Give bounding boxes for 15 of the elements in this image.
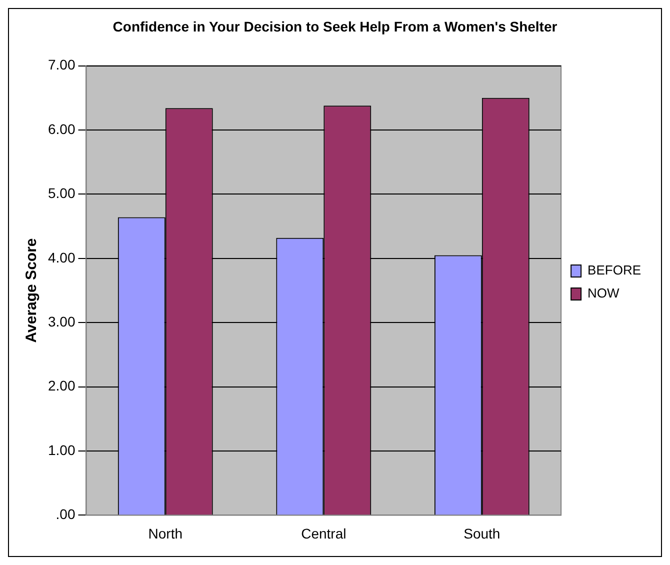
y-tick-label: 5.00 xyxy=(48,185,76,202)
x-tick-label: North xyxy=(148,525,182,542)
y-axis-title: Average Score xyxy=(23,238,40,343)
y-tick-label: .00 xyxy=(56,506,76,522)
y-tick-label: 2.00 xyxy=(48,378,76,394)
y-tick-label: 6.00 xyxy=(48,120,76,137)
x-tick-label: Central xyxy=(301,525,346,542)
legend-label: BEFORE xyxy=(588,262,642,278)
y-tick-label: 1.00 xyxy=(48,442,76,458)
y-tick-label: 7.00 xyxy=(48,56,76,73)
y-tick-label: 3.00 xyxy=(48,313,76,330)
y-tick-label: 4.00 xyxy=(48,249,76,266)
legend-label: NOW xyxy=(588,286,620,301)
chart-title: Confidence in Your Decision to Seek Help From a Women's Shelter xyxy=(112,18,558,34)
x-tick-label: South xyxy=(464,525,500,542)
